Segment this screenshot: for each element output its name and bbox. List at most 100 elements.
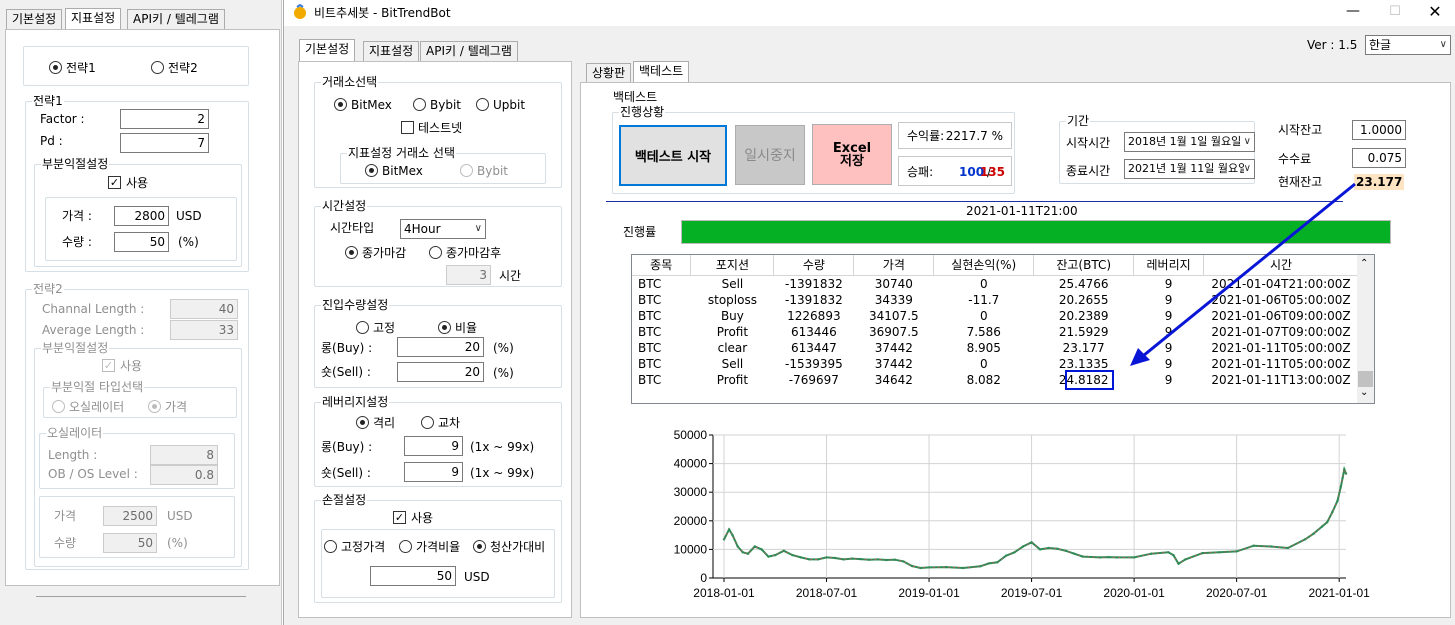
end-date-picker[interactable]: 2021년 1월 11일 월요일 ∨ — [1124, 159, 1255, 179]
header-leverage[interactable]: 레버리지 — [1133, 255, 1205, 276]
tab-basic[interactable]: 기본설정 — [299, 39, 356, 62]
profit-box: 수익률: 2217.7 % — [898, 122, 1012, 149]
obos-level-input[interactable]: 0.8 — [150, 465, 218, 485]
cell-balance: 25.4766 — [1058, 276, 1109, 291]
upbit-radio[interactable] — [476, 98, 489, 111]
table-row[interactable]: BTC Sell -1539395 37442 0 23.1335 9 2021-01-11T… — [632, 356, 1359, 372]
strategy1-price-input[interactable]: 2800 — [114, 206, 169, 226]
backtest-start-button[interactable]: 백테스트 시작 — [619, 125, 727, 186]
trades-body: BTC Sell -1391832 30740 0 25.4766 9 2021-01-04T… — [632, 275, 1359, 388]
price-point — [885, 558, 888, 562]
header-balance[interactable]: 잔고(BTC) — [1033, 255, 1135, 276]
factor-input[interactable]: 2 — [120, 109, 209, 129]
strategy2-price-input[interactable]: 2500 — [103, 506, 157, 526]
scroll-down-icon[interactable]: ⌄ — [1360, 387, 1369, 398]
osc-length-input[interactable]: 8 — [150, 445, 218, 465]
channal-length-input[interactable]: 40 — [170, 299, 238, 319]
average-length-input[interactable]: 33 — [170, 320, 238, 340]
tab-backtest[interactable]: 백테스트 — [633, 61, 690, 84]
indicator-bitmex-radio[interactable] — [365, 164, 378, 177]
type-price-radio[interactable] — [148, 400, 161, 413]
tab-indicator[interactable]: 지표설정 — [363, 41, 420, 62]
cross-radio[interactable] — [421, 416, 434, 429]
leverage-long-label: 롱(Buy) : — [321, 440, 373, 454]
x-tick-label: 2020-01-01 — [1103, 586, 1165, 600]
hours-input[interactable]: 3 — [446, 265, 491, 285]
end-time-label: 종료시간 — [1066, 164, 1111, 178]
leverage-short-input[interactable]: 9 — [404, 462, 463, 482]
header-realized-pnl[interactable]: 실현손익(%) — [933, 255, 1035, 276]
header-quantity[interactable]: 수량 — [773, 255, 855, 276]
price-point — [851, 557, 854, 560]
start-date-picker[interactable]: 2018년 1월 1일 월요일 ∨ — [1124, 132, 1255, 152]
tab-dashboard[interactable]: 상황판 — [586, 63, 632, 84]
strategy2-radio[interactable] — [151, 61, 164, 74]
strategy2-price-unit: USD — [167, 509, 193, 523]
fee-input[interactable]: 0.075 — [1352, 148, 1406, 168]
left-tab-basic[interactable]: 기본설정 — [6, 9, 63, 30]
tab-api[interactable]: API키 / 텔레그램 — [420, 41, 518, 62]
time-type-select[interactable]: 4Hour ∨ — [400, 219, 486, 239]
language-select[interactable]: 한글 ∨ — [1365, 35, 1451, 55]
scroll-thumb[interactable] — [1358, 371, 1373, 387]
strategy2-use-checkbox[interactable]: ✓ — [102, 359, 115, 372]
isolated-radio[interactable] — [356, 416, 369, 429]
scroll-up-icon[interactable]: ⌃ — [1360, 258, 1369, 269]
language-value: 한글 — [1369, 38, 1392, 52]
cell-quantity: -769697 — [788, 372, 839, 387]
table-row[interactable]: BTC Buy 1226893 34107.5 0 20.2389 9 2021-01-06T… — [632, 308, 1359, 324]
type-oscillator-radio[interactable] — [52, 400, 65, 413]
strategy2-qty-input[interactable]: 50 — [103, 533, 157, 553]
table-scrollbar[interactable]: ⌃ ⌄ — [1357, 255, 1374, 403]
bitmex-radio[interactable] — [334, 98, 347, 111]
start-balance-input[interactable]: 1.0000 — [1352, 120, 1406, 140]
price-point — [842, 558, 845, 561]
table-row[interactable]: BTC Sell -1391832 30740 0 25.4766 9 2021-01-04T… — [632, 275, 1359, 292]
testnet-checkbox[interactable] — [401, 121, 414, 134]
entry-fixed-radio[interactable] — [356, 321, 369, 334]
leverage-long-input[interactable]: 9 — [404, 436, 463, 456]
chevron-down-icon: ∨ — [1439, 39, 1447, 50]
obos-level-label: OB / OS Level : — [48, 467, 138, 481]
entry-ratio-radio[interactable] — [438, 321, 451, 334]
excel-save-button[interactable]: Excel 저장 — [812, 124, 892, 185]
hours-unit: 시간 — [499, 269, 522, 283]
price-point — [1107, 555, 1110, 559]
left-tab-indicator[interactable]: 지표설정 — [65, 8, 122, 31]
pd-input[interactable]: 7 — [120, 133, 209, 153]
fixed-price-radio[interactable] — [324, 540, 337, 553]
highlight-box — [1065, 370, 1114, 390]
table-row[interactable]: BTC Profit 613446 36907.5 7.586 21.5929 9 2021-… — [632, 324, 1359, 340]
header-time[interactable]: 시간 — [1203, 255, 1359, 276]
settings-tab-page: 거래소선택 BitMex Bybit Upbit 테스트넷 지표설정 거래소 선… — [298, 61, 572, 618]
strategy1-use-checkbox[interactable]: ✓ — [108, 176, 121, 189]
left-tab-api[interactable]: API키 / 텔레그램 — [127, 9, 225, 30]
stoploss-use-checkbox[interactable]: ✓ — [393, 511, 406, 524]
close-icon[interactable]: ✕ — [1428, 2, 1442, 21]
indicator-bybit-radio[interactable] — [460, 164, 473, 177]
table-row[interactable]: BTC clear 613447 37442 8.905 23.177 9 2021-01-1… — [632, 340, 1359, 356]
close-radio[interactable] — [345, 246, 358, 259]
trades-table[interactable]: 종목 포지션 수량 가격 실현손익(%) 잔고(BTC) 레버리지 시간 BTC… — [631, 254, 1375, 404]
bybit-radio[interactable] — [413, 98, 426, 111]
stoploss-value-input[interactable]: 50 — [370, 566, 456, 586]
cell-time: 2021-01-11T05:00:00Z — [1211, 356, 1351, 371]
header-symbol[interactable]: 종목 — [632, 255, 692, 276]
maximize-icon[interactable]: ☐ — [1389, 4, 1401, 19]
minimize-icon[interactable]: — — [1346, 3, 1360, 19]
pause-button[interactable]: 일시중지 — [735, 125, 805, 185]
partial-type-group: 부분익절 타입선택 오실레이터 가격 — [43, 380, 237, 418]
strategy1-qty-input[interactable]: 50 — [114, 232, 169, 252]
price-point — [825, 556, 828, 559]
entry-short-input[interactable]: 20 — [397, 362, 484, 382]
entry-long-input[interactable]: 20 — [397, 337, 484, 357]
after-close-radio[interactable] — [429, 246, 442, 259]
liquidation-radio[interactable] — [473, 540, 486, 553]
main-window: 비트추세봇 - BitTrendBot — ☐ ✕ Ver : 1.5 한글 ∨ … — [283, 0, 1455, 625]
price-ratio-radio[interactable] — [399, 540, 412, 553]
strategy1-radio[interactable] — [49, 61, 62, 74]
header-price[interactable]: 가격 — [853, 255, 935, 276]
header-position[interactable]: 포지션 — [690, 255, 775, 276]
table-row[interactable]: BTC Profit -769697 34642 8.082 24.8182 9 2021-0… — [632, 372, 1359, 388]
table-row[interactable]: BTC stoploss -1391832 34339 -11.7 20.2655 9 202… — [632, 292, 1359, 308]
